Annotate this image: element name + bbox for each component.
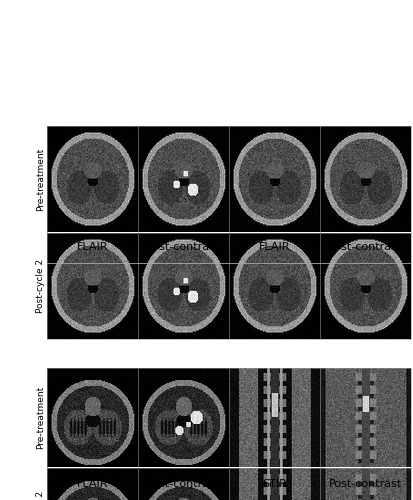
Text: Post-contrast: Post-contrast [329, 479, 402, 489]
Text: FLAIR: FLAIR [77, 242, 109, 252]
Text: Post-contrast: Post-contrast [147, 479, 221, 489]
Text: Pre-treatment: Pre-treatment [36, 386, 45, 449]
Text: STIR: STIR [262, 479, 287, 489]
Text: Post-cycle 2: Post-cycle 2 [36, 490, 45, 500]
Text: Post-contrast: Post-contrast [329, 242, 402, 252]
Text: Post-cycle 2: Post-cycle 2 [36, 258, 45, 312]
Text: FLAIR: FLAIR [77, 479, 109, 489]
Text: Post-contrast: Post-contrast [147, 242, 221, 252]
Text: FLAIR: FLAIR [259, 242, 290, 252]
Text: Pre-treatment: Pre-treatment [36, 148, 45, 211]
